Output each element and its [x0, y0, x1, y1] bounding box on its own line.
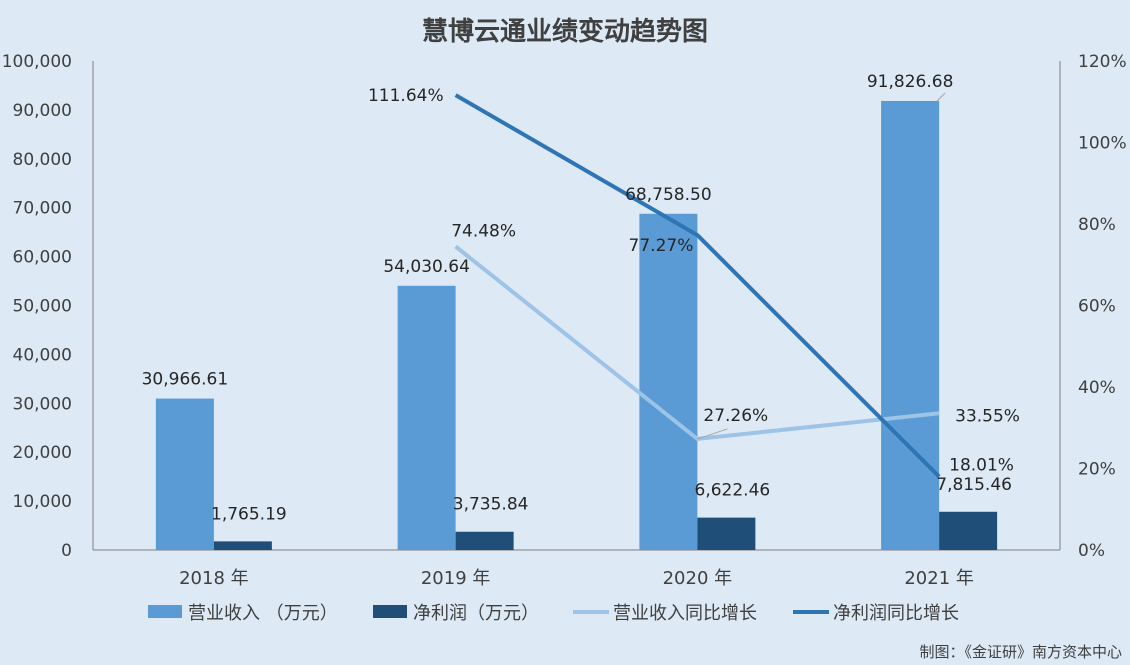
data-label: 7,815.46: [936, 475, 1012, 495]
data-label: 30,966.61: [142, 370, 229, 390]
y-left-tick-label: 90,000: [13, 101, 72, 121]
bar-revenue: [881, 100, 940, 551]
y-left-tick-label: 30,000: [13, 394, 72, 414]
y-right-tick-label: 100%: [1078, 134, 1127, 154]
y-right-tick-label: 80%: [1078, 215, 1116, 235]
data-label: 54,030.64: [383, 257, 470, 277]
y-right-tick-label: 60%: [1078, 297, 1116, 317]
data-label: 27.26%: [703, 406, 768, 426]
y-right-tick-label: 40%: [1078, 378, 1116, 398]
data-label: 6,622.46: [695, 481, 771, 501]
bar-revenue: [155, 398, 214, 550]
leader-line: [936, 92, 946, 102]
legend-label: 净利润（万元）: [413, 603, 539, 624]
data-label: 18.01%: [949, 456, 1014, 476]
y-left-tick-label: 80,000: [13, 150, 72, 170]
y-left-tick-label: 50,000: [13, 297, 72, 317]
bars: [155, 100, 998, 551]
data-label: 91,826.68: [867, 72, 954, 92]
bar-net-profit: [213, 541, 272, 550]
bar-net-profit: [697, 517, 756, 550]
y-right-tick-label: 120%: [1078, 52, 1127, 72]
legend-label: 营业收入 （万元）: [188, 603, 338, 624]
y-left-tick-label: 10,000: [13, 492, 72, 512]
data-label: 77.27%: [629, 236, 694, 256]
y-left-tick-label: 40,000: [13, 345, 72, 365]
data-label: 1,765.19: [211, 504, 287, 524]
y-left-tick-label: 70,000: [13, 199, 72, 219]
legend-swatch: [373, 605, 407, 618]
y-right-tick-label: 0%: [1078, 541, 1105, 561]
legend-label: 营业收入同比增长: [613, 603, 757, 624]
data-label: 3,735.84: [453, 495, 529, 515]
y-left-tick-label: 100,000: [2, 52, 72, 72]
data-label: 111.64%: [368, 86, 444, 106]
data-label: 68,758.50: [625, 185, 712, 205]
data-label: 33.55%: [955, 406, 1020, 426]
legend: 营业收入 （万元） 净利润（万元） 营业收入同比增长 净利润同比增长: [148, 603, 959, 624]
y-right-tick-label: 20%: [1078, 460, 1116, 480]
leader-line: [697, 428, 728, 440]
chart-title: 慧博云通业绩变动趋势图: [422, 16, 708, 47]
y-left-tick-label: 0: [61, 541, 72, 561]
x-tick-label: 2018 年: [179, 568, 249, 589]
x-tick-label: 2019 年: [421, 568, 491, 589]
x-tick-label: 2020 年: [663, 568, 733, 589]
bar-net-profit: [939, 511, 998, 550]
data-label: 74.48%: [451, 221, 516, 241]
legend-swatch: [148, 605, 182, 618]
bar-revenue: [397, 285, 456, 550]
source-note: 制图：《金证研》南方资本中心: [919, 643, 1122, 661]
x-tick-label: 2021 年: [904, 568, 974, 589]
bar-revenue: [639, 213, 698, 550]
legend-label: 净利润同比增长: [833, 603, 959, 624]
line-profit-growth: [454, 93, 941, 479]
y-left-tick-label: 20,000: [13, 443, 72, 463]
axes: 0 10,000 20,000 30,000 40,000 50,000 60,000 70,…: [2, 52, 1127, 589]
y-left-tick-label: 60,000: [13, 248, 72, 268]
data-labels: 30,966.61 54,030.64 68,758.50 91,826.68 1,76…: [142, 72, 1020, 524]
bar-net-profit: [455, 531, 514, 550]
